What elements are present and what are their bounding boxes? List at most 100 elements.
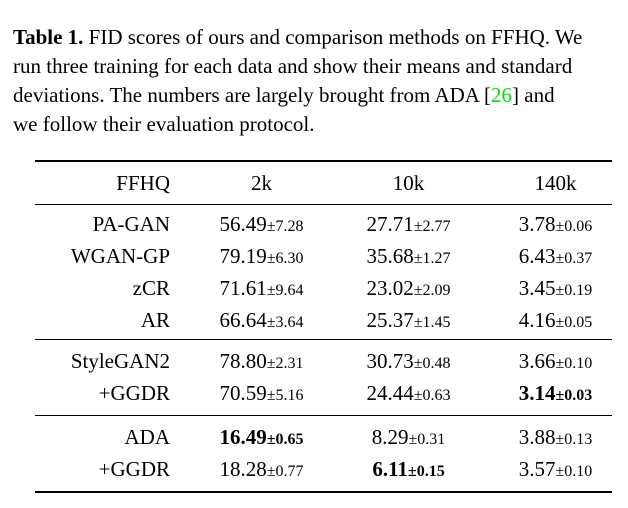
fid-mean: 25.37 — [366, 308, 414, 332]
fid-std: ±0.03 — [555, 387, 593, 404]
fid-table: FFHQ 2k 10k 140k PA-GAN 56.49±7.28 27.71±2… — [35, 160, 612, 493]
table-row: ADA 16.49±0.65 8.29±0.31 3.88±0.13 — [35, 421, 612, 453]
row-label: ADA — [124, 425, 171, 449]
fid-std: ±0.31 — [408, 431, 446, 448]
fid-mean: 6.43 — [518, 244, 556, 268]
fid-value: 3.78±0.06 — [482, 208, 628, 243]
fid-value: 24.44±0.63 — [335, 377, 482, 412]
table-row: StyleGAN2 78.80±2.31 30.73±0.48 3.66±0.10 — [35, 345, 612, 377]
fid-std: ±9.64 — [266, 282, 304, 299]
fid-value: 3.45±0.19 — [482, 272, 628, 307]
column-header-ffhq: FFHQ — [116, 170, 170, 195]
table-row: +GGDR 70.59±5.16 24.44±0.63 3.14±0.03 — [35, 377, 612, 409]
table-row: +GGDR 18.28±0.77 6.11±0.15 3.57±0.10 — [35, 453, 612, 485]
row-label: StyleGAN2 — [70, 349, 170, 373]
fid-std: ±5.16 — [266, 387, 304, 404]
table-top-rule — [35, 160, 612, 162]
table-row: zCR 71.61±9.64 23.02±2.09 3.45±0.19 — [35, 272, 612, 304]
fid-std: ±1.27 — [413, 250, 451, 267]
fid-value: 25.37±1.45 — [335, 304, 482, 339]
table-row: PA-GAN 56.49±7.28 27.71±2.77 3.78±0.06 — [35, 208, 612, 240]
fid-std: ±0.63 — [413, 387, 451, 404]
fid-mean: 4.16 — [518, 308, 556, 332]
fid-std: ±2.77 — [413, 218, 451, 235]
table-body: PA-GAN 56.49±7.28 27.71±2.77 3.78±0.06 WGAN-… — [35, 205, 612, 491]
fid-value: 66.64±3.64 — [188, 304, 335, 339]
fid-std: ±2.31 — [266, 355, 304, 372]
table-bottom-rule — [35, 491, 612, 493]
fid-std: ±0.15 — [407, 463, 445, 480]
caption-table-number: Table 1. — [13, 25, 84, 49]
fid-mean: 16.49 — [219, 425, 267, 449]
fid-mean: 3.88 — [518, 425, 556, 449]
citation-link-26[interactable]: 26 — [491, 83, 513, 107]
row-label: zCR — [132, 276, 170, 300]
row-label: AR — [140, 308, 170, 332]
fid-value: 3.88±0.13 — [482, 421, 628, 456]
fid-mean: 3.14 — [518, 381, 556, 405]
caption-line-2: run three training for each data and sho… — [13, 52, 628, 81]
fid-value: 56.49±7.28 — [188, 208, 335, 243]
fid-mean: 79.19 — [219, 244, 267, 268]
caption-text-3a: deviations. The numbers are largely brou… — [13, 83, 492, 107]
fid-mean: 6.11 — [372, 457, 408, 481]
table-row: AR 66.64±3.64 25.37±1.45 4.16±0.05 — [35, 304, 612, 336]
caption-text-4: we follow their evaluation protocol. — [13, 112, 315, 136]
fid-std: ±0.10 — [555, 355, 593, 372]
fid-std: ±2.09 — [413, 282, 451, 299]
fid-std: ±1.45 — [413, 314, 451, 331]
caption-text-3b: ] and — [512, 83, 555, 107]
table-header-row: FFHQ 2k 10k 140k — [35, 162, 612, 205]
fid-std: ±0.77 — [266, 463, 304, 480]
fid-std: ±0.10 — [555, 463, 593, 480]
fid-std: ±0.65 — [266, 431, 304, 448]
table-row: WGAN-GP 79.19±6.30 35.68±1.27 6.43±0.37 — [35, 240, 612, 272]
table-group: ADA 16.49±0.65 8.29±0.31 3.88±0.13 +GGDR 18.2… — [35, 415, 612, 491]
caption-line-4: we follow their evaluation protocol. — [13, 110, 628, 139]
fid-mean: 3.45 — [518, 276, 556, 300]
fid-mean: 3.78 — [518, 212, 556, 236]
fid-mean: 18.28 — [219, 457, 267, 481]
fid-mean: 71.61 — [219, 276, 267, 300]
column-header-140k: 140k — [534, 170, 577, 195]
fid-value: 6.43±0.37 — [482, 240, 628, 275]
fid-value: 8.29±0.31 — [335, 421, 482, 456]
fid-std: ±6.30 — [266, 250, 304, 267]
fid-mean: 30.73 — [366, 349, 414, 373]
caption-line-3: deviations. The numbers are largely brou… — [13, 81, 628, 110]
fid-mean: 56.49 — [219, 212, 267, 236]
fid-value: 79.19±6.30 — [188, 240, 335, 275]
fid-mean: 35.68 — [366, 244, 414, 268]
fid-value: 35.68±1.27 — [335, 240, 482, 275]
fid-value: 78.80±2.31 — [188, 345, 335, 380]
fid-mean: 78.80 — [219, 349, 267, 373]
fid-value: 3.14±0.03 — [482, 377, 628, 412]
fid-value: 3.57±0.10 — [482, 453, 628, 488]
fid-value: 3.66±0.10 — [482, 345, 628, 380]
row-label: +GGDR — [98, 457, 170, 481]
fid-value: 18.28±0.77 — [188, 453, 335, 488]
caption-text-2: run three training for each data and sho… — [13, 54, 573, 78]
caption-text-1: FID scores of ours and comparison method… — [83, 25, 583, 49]
column-header-10k: 10k — [392, 170, 425, 195]
row-label: PA-GAN — [92, 212, 170, 236]
fid-value: 4.16±0.05 — [482, 304, 628, 339]
fid-std: ±3.64 — [266, 314, 304, 331]
fid-value: 6.11±0.15 — [335, 453, 482, 488]
row-label: WGAN-GP — [70, 244, 170, 268]
table-group: StyleGAN2 78.80±2.31 30.73±0.48 3.66±0.10 +G… — [35, 339, 612, 415]
column-header-2k: 2k — [251, 170, 272, 195]
fid-value: 30.73±0.48 — [335, 345, 482, 380]
table-group: PA-GAN 56.49±7.28 27.71±2.77 3.78±0.06 WGAN-… — [35, 205, 612, 339]
fid-value: 71.61±9.64 — [188, 272, 335, 307]
caption-line-1: Table 1. FID scores of ours and comparis… — [13, 23, 628, 52]
fid-mean: 24.44 — [366, 381, 414, 405]
fid-std: ±0.48 — [413, 355, 451, 372]
fid-mean: 27.71 — [366, 212, 414, 236]
fid-std: ±0.05 — [555, 314, 593, 331]
fid-mean: 23.02 — [366, 276, 414, 300]
fid-value: 27.71±2.77 — [335, 208, 482, 243]
fid-mean: 3.66 — [518, 349, 556, 373]
row-label: +GGDR — [98, 381, 170, 405]
